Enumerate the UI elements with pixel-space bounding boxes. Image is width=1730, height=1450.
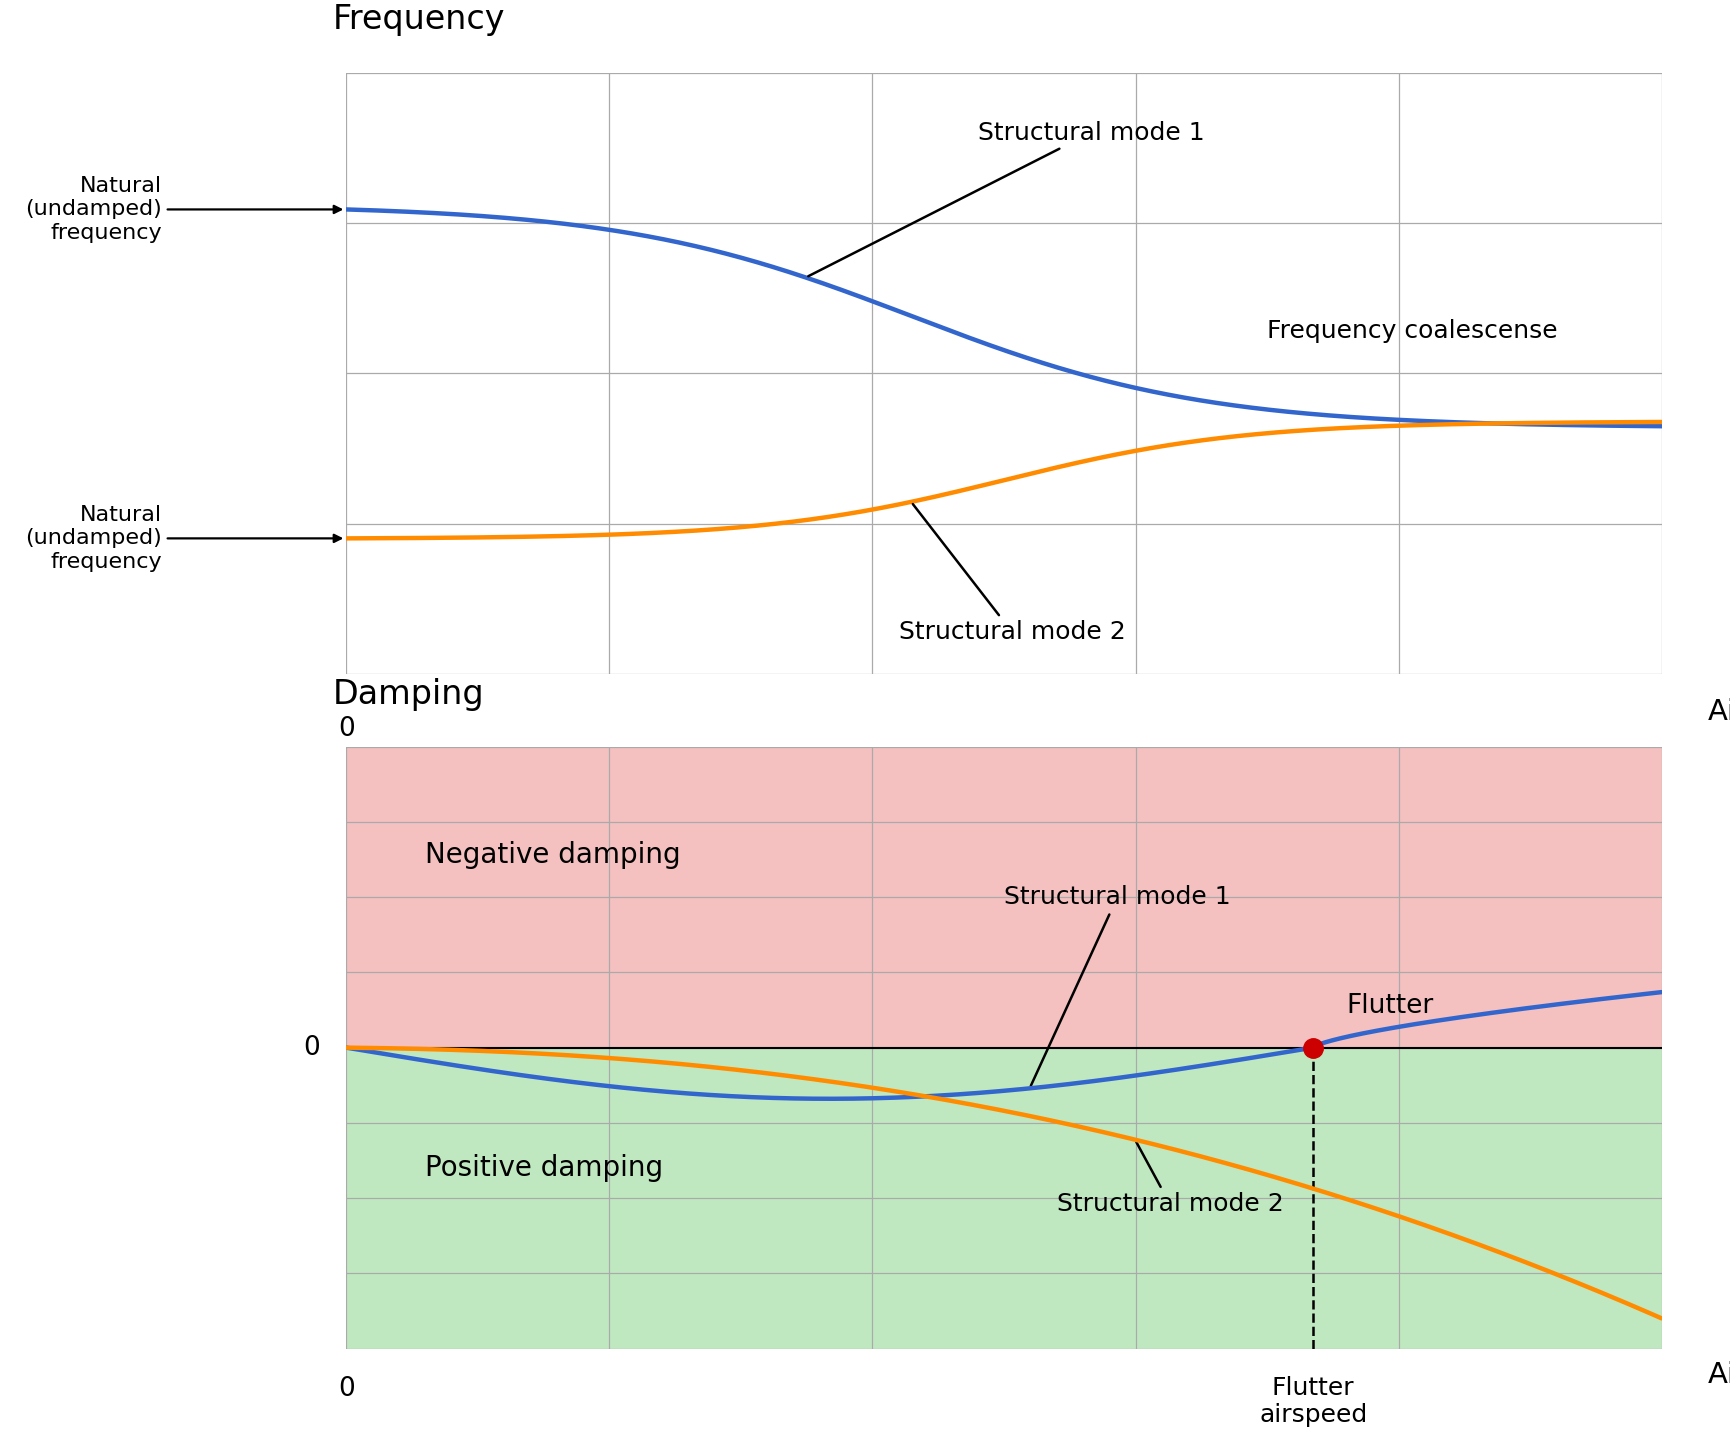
Text: Airspeed: Airspeed xyxy=(1708,699,1730,726)
Text: Frequency: Frequency xyxy=(332,3,505,36)
Text: Airspeed: Airspeed xyxy=(1708,1360,1730,1389)
Text: Damping: Damping xyxy=(332,677,484,710)
Text: Natural
(undamped)
frequency: Natural (undamped) frequency xyxy=(26,505,341,571)
Text: Natural
(undamped)
frequency: Natural (undamped) frequency xyxy=(26,177,341,242)
Text: Structural mode 2: Structural mode 2 xyxy=(898,505,1124,644)
Text: 0: 0 xyxy=(337,716,355,742)
Text: Flutter
airspeed: Flutter airspeed xyxy=(1258,1376,1367,1427)
Text: 0: 0 xyxy=(337,1376,355,1402)
Text: Negative damping: Negative damping xyxy=(426,841,680,869)
Text: Positive damping: Positive damping xyxy=(426,1154,663,1182)
Bar xyxy=(346,747,1661,1047)
Text: Structural mode 2: Structural mode 2 xyxy=(1055,1143,1282,1217)
Bar xyxy=(346,1047,1661,1348)
Text: Frequency coalescense: Frequency coalescense xyxy=(1266,319,1557,344)
Text: Structural mode 1: Structural mode 1 xyxy=(808,120,1204,277)
Text: Structural mode 1: Structural mode 1 xyxy=(1003,884,1230,1086)
Text: Flutter: Flutter xyxy=(1346,992,1432,1018)
Text: 0: 0 xyxy=(303,1035,320,1060)
